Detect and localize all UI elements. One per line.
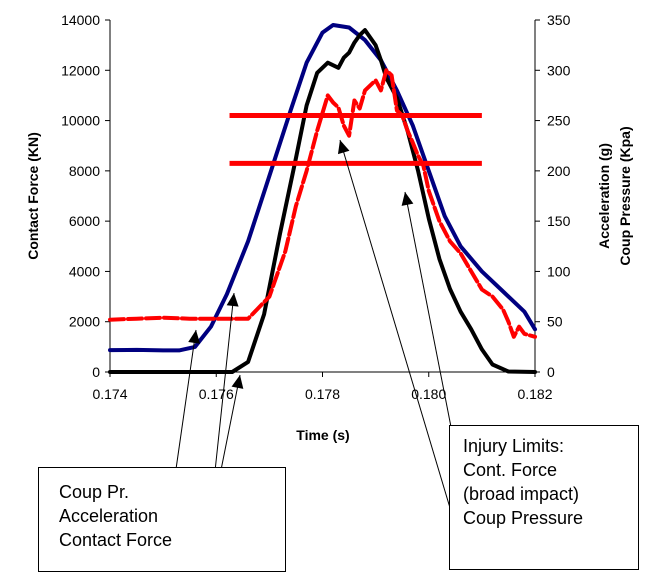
annotation-arrow-5 bbox=[339, 139, 463, 549]
x-tick-label: 0.180 bbox=[411, 386, 446, 402]
annotation-right-line-2: Cont. Force bbox=[463, 460, 558, 480]
annotation-left-line-2: Acceleration bbox=[59, 506, 159, 526]
annotation-arrowhead-2 bbox=[226, 293, 239, 307]
ticks-layer: 0.174 0.176 0.178 0.180 0.182020004000600080… bbox=[61, 12, 571, 402]
annotation-arrowhead-5 bbox=[337, 140, 350, 155]
y-left-tick-label: 6000 bbox=[69, 213, 100, 229]
y-left-axis-title: Contact Force (KN) bbox=[25, 132, 41, 260]
annotation-left-line-1: Coup Pr. bbox=[59, 482, 130, 502]
series-line-3 bbox=[108, 68, 537, 339]
annotation-left-line-3: Contact Force bbox=[59, 530, 173, 550]
x-tick-label: 0.182 bbox=[517, 386, 552, 402]
y-right-tick-label: 300 bbox=[547, 62, 571, 78]
annotation-arrow-1 bbox=[172, 329, 197, 491]
y-left-tick-label: 14000 bbox=[61, 12, 100, 28]
y-right-tick-label: 350 bbox=[547, 12, 571, 28]
y-left-tick-label: 2000 bbox=[69, 314, 100, 330]
y-left-tick-label: 10000 bbox=[61, 113, 100, 129]
y-right-tick-label: 250 bbox=[547, 113, 571, 129]
y-right-tick-label: 100 bbox=[547, 263, 571, 279]
y-right-tick-label: 150 bbox=[547, 213, 571, 229]
annotation-arrow-2 bbox=[212, 292, 235, 491]
annotation-right-line-4: Coup Pressure bbox=[463, 508, 584, 528]
x-tick-label: 0.178 bbox=[305, 386, 340, 402]
series-layer bbox=[108, 23, 537, 374]
y-right-tick-label: 50 bbox=[547, 314, 563, 330]
annotation-right-line-1: Injury Limits: bbox=[463, 436, 565, 456]
x-tick-label: 0.174 bbox=[92, 386, 127, 402]
annotation-right-line-3: (broad impact) bbox=[463, 484, 580, 504]
annotation-arrowhead-1 bbox=[188, 330, 201, 344]
x-tick-label: 0.176 bbox=[199, 386, 234, 402]
y-right-tick-label: 200 bbox=[547, 163, 571, 179]
y-left-tick-label: 4000 bbox=[69, 263, 100, 279]
annotation-arrowhead-4 bbox=[401, 192, 414, 206]
series-line-1 bbox=[108, 23, 537, 353]
x-axis-title: Time (s) bbox=[296, 427, 349, 443]
y-right-tick-label: 0 bbox=[547, 364, 555, 380]
limits-layer bbox=[229, 113, 482, 166]
annotation-arrowhead-3 bbox=[231, 375, 244, 389]
y-right-axis-title-line-2: Coup Pressure (Kpa) bbox=[617, 126, 633, 265]
annotation-box-right: Injury Limits: Cont. Force (broad impact… bbox=[449, 425, 639, 570]
y-left-tick-label: 12000 bbox=[61, 62, 100, 78]
series-line-2 bbox=[108, 28, 537, 374]
annotation-box-left: Coup Pr. Acceleration Contact Force bbox=[38, 467, 286, 572]
y-right-axis-title-line-1: Acceleration (g) bbox=[596, 143, 612, 249]
y-left-tick-label: 8000 bbox=[69, 163, 100, 179]
y-left-tick-label: 0 bbox=[92, 364, 100, 380]
